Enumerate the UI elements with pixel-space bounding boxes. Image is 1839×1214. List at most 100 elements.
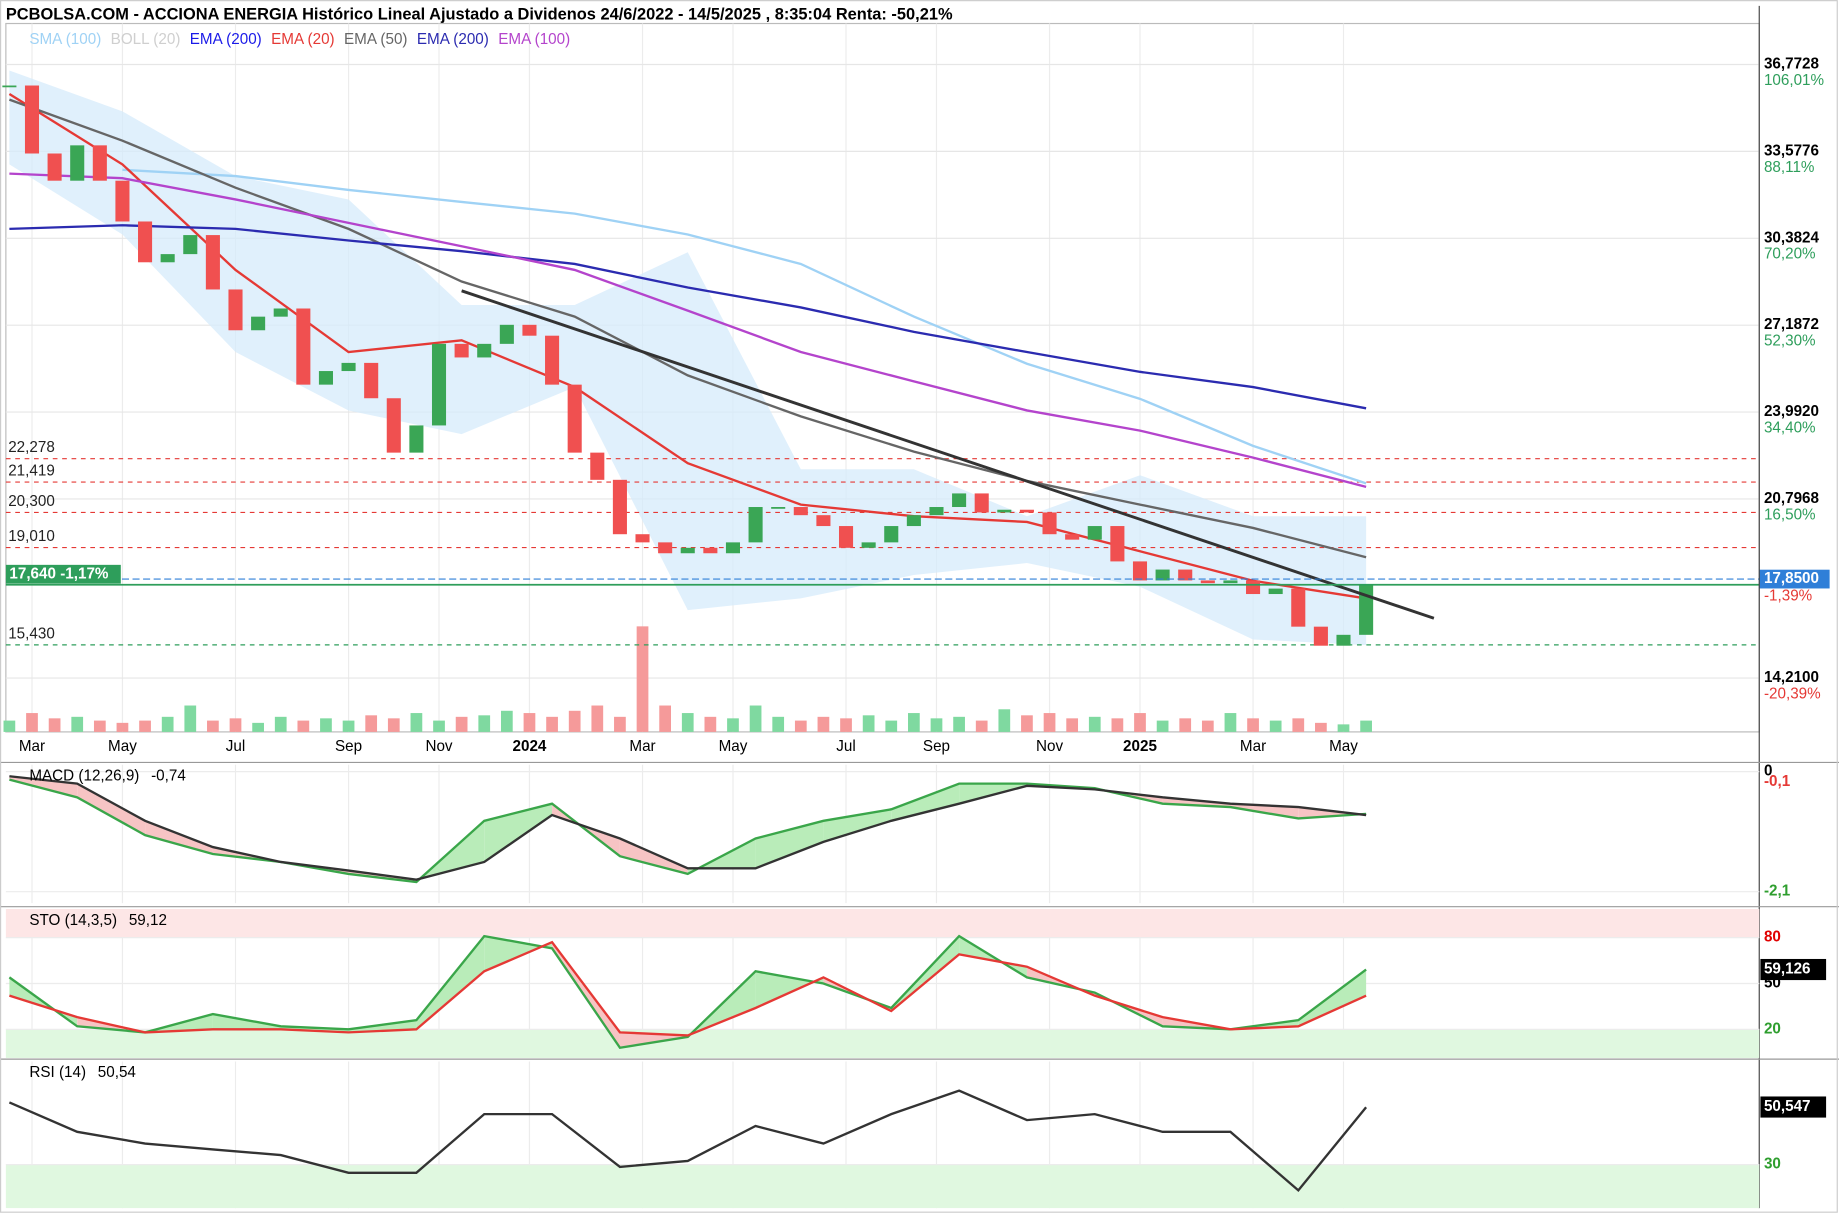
candle-body [160, 254, 175, 263]
candle-body [24, 85, 40, 154]
series-line [9, 775, 1367, 881]
panel-value: -0,74 [151, 768, 186, 785]
series-fill [484, 936, 553, 972]
indicator-line [9, 224, 1367, 410]
volume-bar [794, 720, 807, 732]
series-fill [1298, 969, 1367, 1027]
x-tick-label: Jul [226, 738, 245, 755]
candle-body [364, 362, 379, 399]
series-fill [619, 838, 688, 874]
y-tick-label: 14,2100 [1764, 669, 1819, 686]
volume-bar [546, 716, 558, 732]
volume-bar [478, 715, 491, 732]
candle-body [861, 542, 876, 548]
y-tick-return: 106,01% [1764, 72, 1824, 89]
volume-bar [568, 710, 581, 732]
candle-body [522, 324, 537, 336]
candle-body [793, 507, 808, 516]
series-fill [823, 809, 892, 842]
volume-bar [1043, 713, 1056, 732]
volume-bar [26, 713, 38, 732]
y-tick-return: 16,50% [1764, 506, 1816, 523]
candle-body [228, 289, 243, 331]
last-price-box [5, 564, 121, 584]
series-line [8, 934, 1367, 1050]
level-label: 21,419 [8, 463, 55, 480]
candle-body [92, 145, 107, 181]
volume-bar [749, 705, 762, 732]
volume-bar [71, 716, 84, 732]
indicator-line [8, 98, 1367, 559]
candle-body [929, 507, 944, 516]
legend-entry: EMA (200) [417, 31, 489, 48]
volume-bar [433, 720, 445, 732]
volume-bar [3, 720, 16, 732]
volume-bar [161, 716, 174, 732]
last-value-label: 50,547 [1764, 1098, 1811, 1115]
candle-body [1065, 534, 1080, 540]
marker-label: -0,1 [1764, 773, 1791, 790]
candle-body [952, 493, 967, 508]
volume-bar [681, 713, 694, 732]
candle-body [1132, 561, 1148, 581]
indicator-line [8, 93, 1367, 600]
volume-bar [229, 718, 242, 732]
volume-bar [998, 709, 1011, 732]
y-tick-return: 52,30% [1764, 333, 1816, 350]
last-price-label: 17,640 -1,17% [9, 565, 109, 582]
volume-bar [862, 715, 875, 732]
candle-body [477, 343, 492, 358]
volume-bar [274, 716, 287, 732]
candle-body [2, 85, 17, 88]
panel-value: 59,12 [129, 912, 167, 929]
zone [5, 909, 1760, 938]
candle-body [725, 542, 741, 554]
candle-body [115, 180, 130, 222]
volume-bar [48, 718, 61, 732]
y-tick-label: -2,1 [1764, 883, 1791, 900]
x-tick-label: Mar [1240, 738, 1266, 755]
volume-bar [614, 716, 626, 732]
y-tick-label: 0 [1764, 763, 1772, 780]
volume-bar [1088, 716, 1101, 732]
volume-bar [1179, 718, 1192, 732]
series-fill [145, 820, 213, 854]
panel-value: 50,54 [98, 1064, 137, 1081]
bollinger-band [9, 70, 1367, 646]
volume-bar [772, 716, 785, 732]
trendline [461, 289, 1435, 620]
volume-bar [975, 720, 988, 732]
volume-bar [523, 713, 536, 732]
last-value-box [1760, 958, 1827, 981]
volume-bar [1224, 713, 1237, 732]
x-tick-label: May [1329, 738, 1358, 755]
volume-bar [953, 716, 965, 732]
volume-bar [252, 722, 264, 732]
candle-body [431, 343, 447, 426]
candle-body [1246, 580, 1261, 595]
candle-body [635, 534, 650, 543]
series-fill [891, 783, 960, 821]
y-tick-label: 30,3824 [1764, 229, 1820, 246]
volume-bar [342, 720, 355, 732]
candle-body [318, 371, 333, 385]
candle-body [138, 221, 153, 263]
volume-bar [1292, 718, 1305, 732]
series-line [9, 940, 1367, 1037]
legend-entry: BOLL (20) [111, 31, 181, 48]
level-label: 22,278 [8, 439, 55, 456]
indicator-line [122, 168, 1367, 485]
volume-bar [1315, 722, 1327, 732]
candle-body [1155, 569, 1170, 581]
volume-bar [365, 715, 378, 732]
volume-bar [455, 716, 468, 732]
legend-entry: EMA (200) [190, 31, 262, 48]
candle-body [703, 547, 718, 554]
candle-body [838, 526, 854, 548]
volume-bar [320, 718, 332, 732]
series-fill [484, 803, 553, 862]
candle-body [1019, 509, 1034, 513]
volume-bar [1021, 715, 1033, 732]
